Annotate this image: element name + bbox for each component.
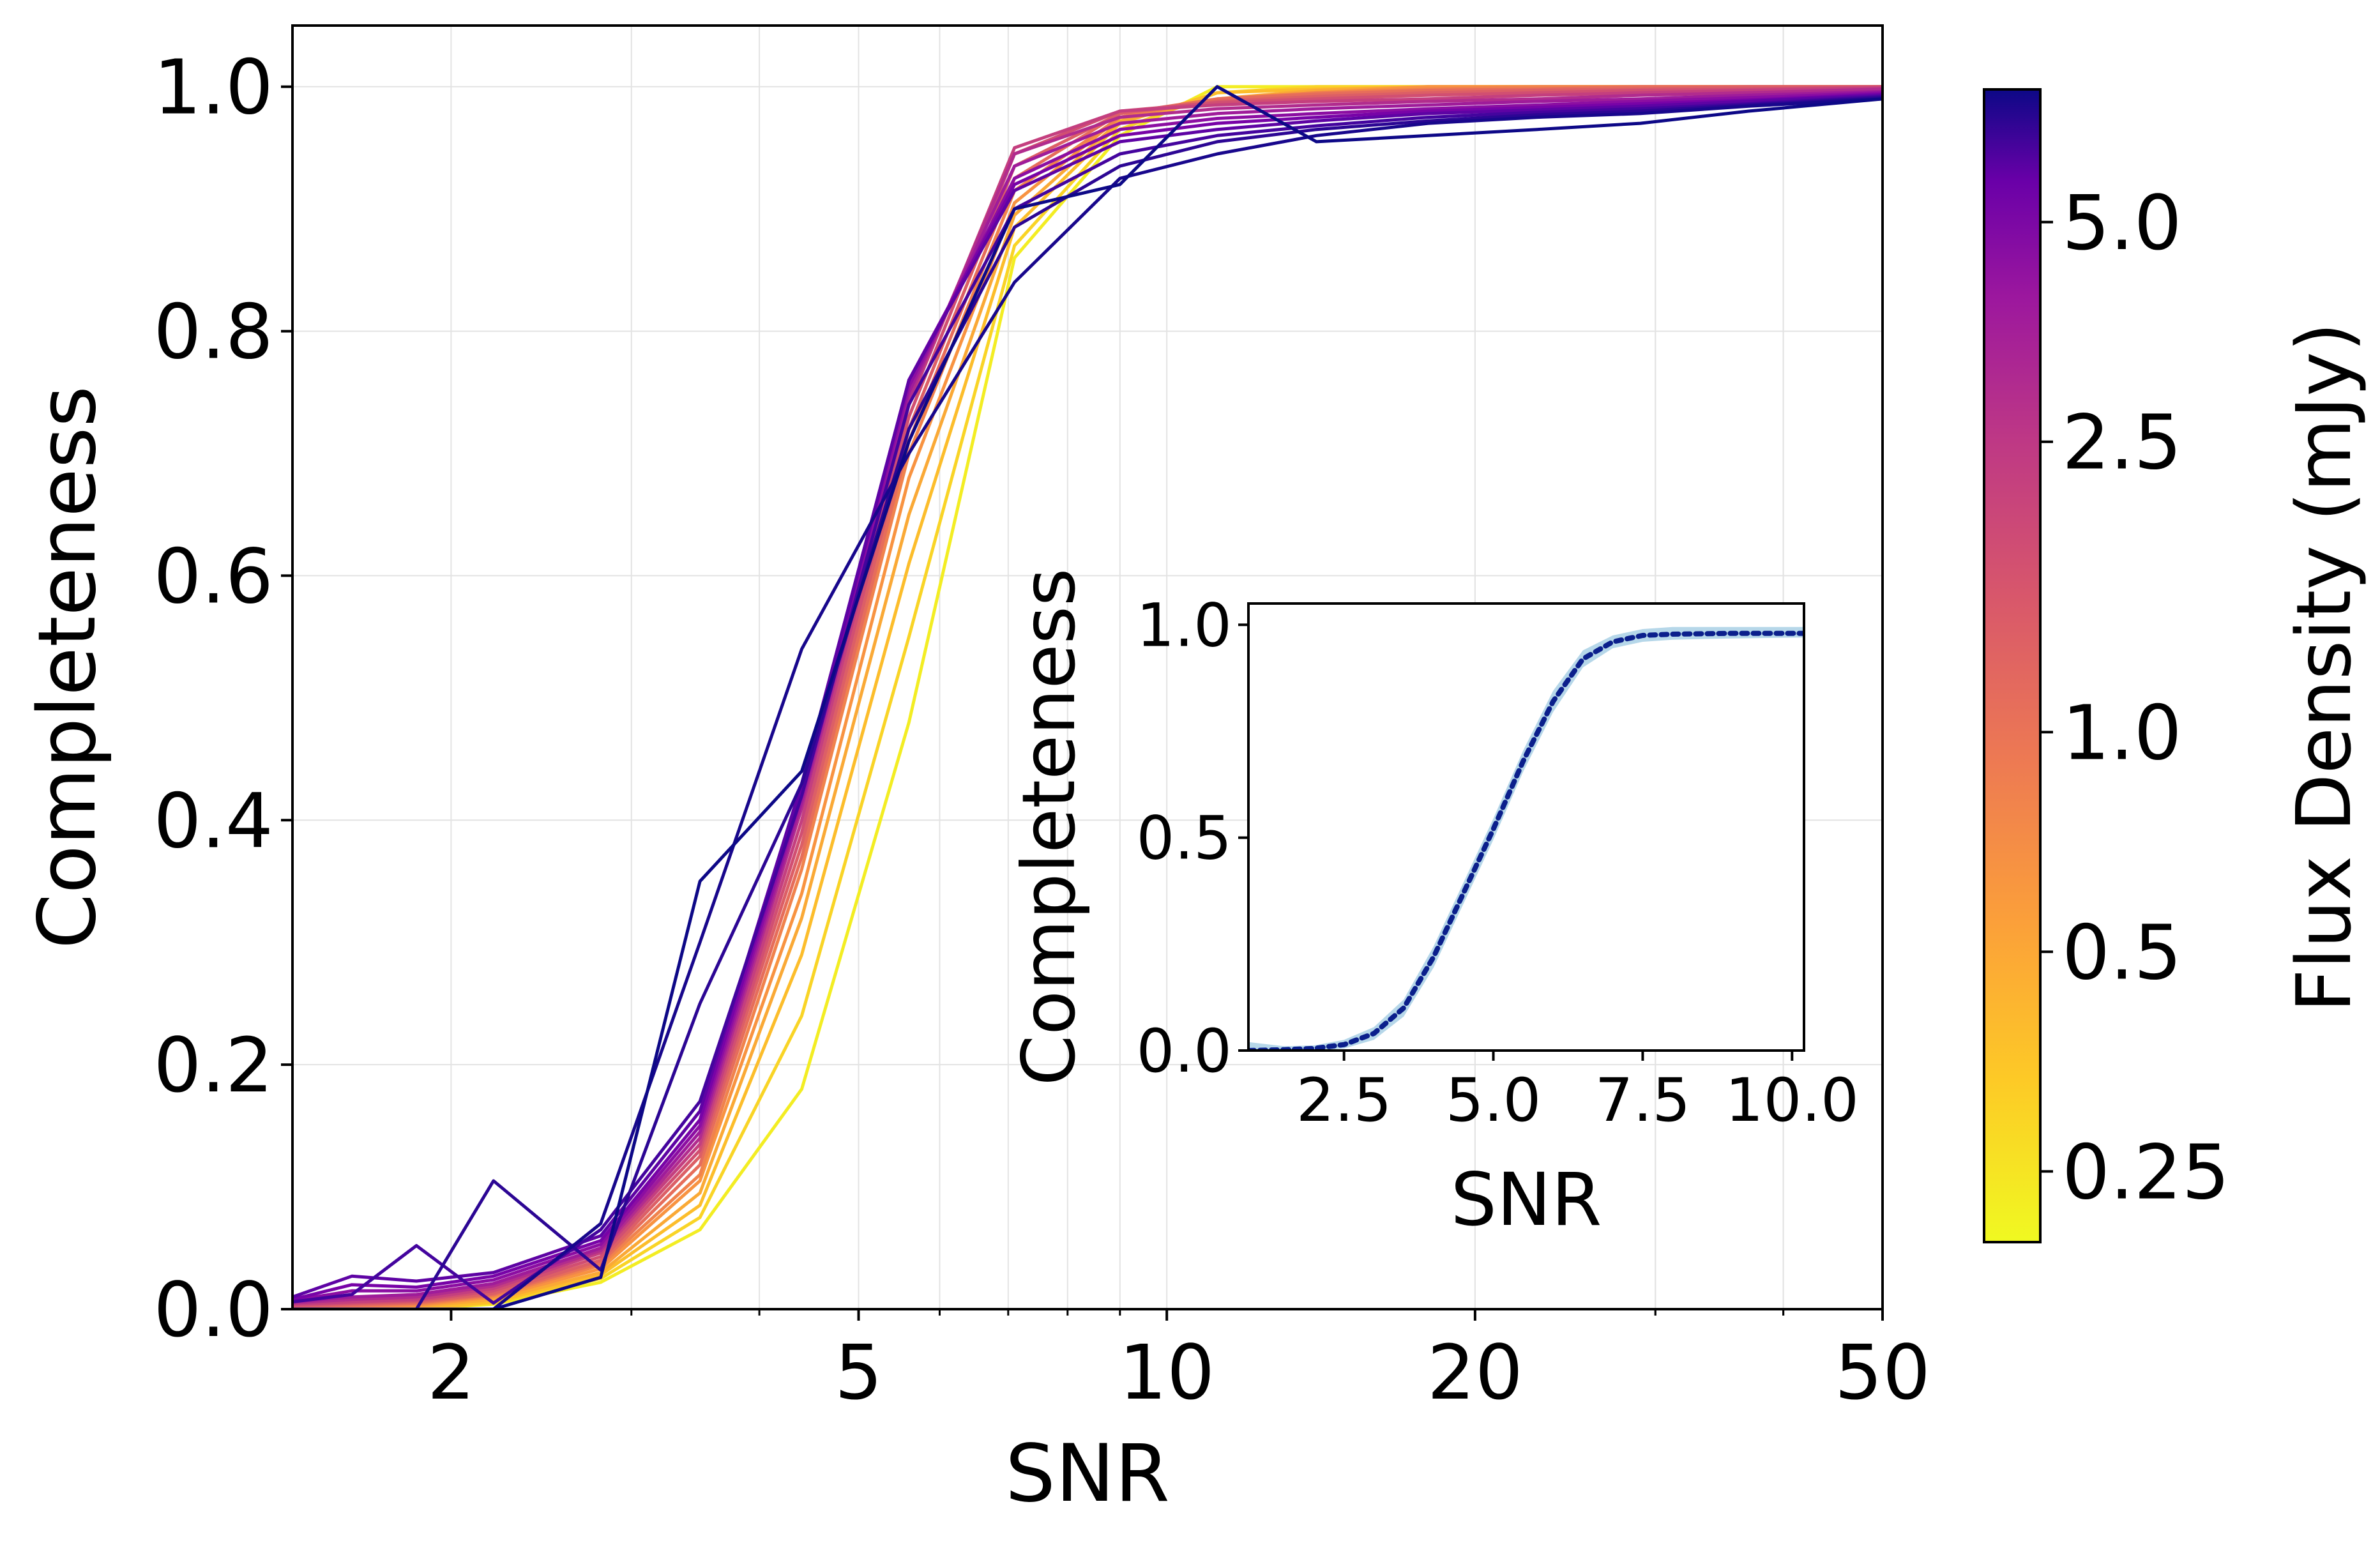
colorbar: 0.25 0.5 1.0 2.5 5.0 Flux Density (mJy): [1983, 88, 2368, 1243]
main-x-ticks: 2 5 10 20 50: [427, 1309, 1930, 1416]
main-x-tick-label: 50: [1835, 1328, 1930, 1416]
main-y-tick-label: 0.6: [153, 532, 273, 620]
main-series-line: [292, 86, 1883, 1306]
colorbar-tick-label: 5.0: [2062, 179, 2182, 267]
colorbar-ticks: 0.25 0.5 1.0 2.5 5.0: [2040, 179, 2230, 1216]
inset-x-tick-label: 10.0: [1725, 1066, 1859, 1135]
colorbar-tick-label: 0.25: [2062, 1128, 2230, 1216]
main-series-line: [292, 92, 1883, 1302]
inset-plot-frame: [1247, 602, 1805, 1052]
inset-series: [1248, 626, 1804, 1051]
main-y-ticks: 0.0 0.2 0.4 0.6 0.8 1.0: [153, 43, 292, 1354]
main-series-line: [292, 97, 1883, 1309]
main-y-tick-label: 0.0: [153, 1266, 273, 1354]
main-series-lines: [292, 85, 1883, 1309]
inset-background: [1248, 603, 1804, 1051]
inset-fit-line: [1248, 630, 1804, 1051]
inset-x-axis-label: SNR: [1451, 1157, 1602, 1242]
colorbar-gradient: [1983, 88, 2042, 1243]
inset-x-tick-label: 7.5: [1595, 1066, 1691, 1135]
main-series-line: [292, 96, 1883, 1309]
colorbar-tick-label: 2.5: [2062, 399, 2182, 487]
inset-x-tick-label: 5.0: [1446, 1066, 1542, 1135]
main-x-tick-label: 5: [835, 1328, 883, 1416]
colorbar-tick-label: 1.0: [2062, 688, 2182, 777]
main-y-axis-label: Completeness: [22, 386, 114, 949]
main-series-line: [292, 89, 1883, 1303]
inset-y-tick-label: 0.5: [1137, 804, 1232, 874]
main-x-tick-label: 20: [1427, 1328, 1523, 1416]
inset-y-tick-label: 1.0: [1137, 591, 1232, 660]
inset-y-tick-label: 0.0: [1137, 1017, 1232, 1086]
main-y-tick-label: 0.2: [153, 1021, 273, 1109]
colorbar-tick-label: 0.5: [2062, 908, 2182, 996]
inset-y-axis-label: Completeness: [1006, 568, 1091, 1086]
main-x-axis-label: SNR: [1005, 1428, 1170, 1520]
main-series-line: [292, 85, 1883, 1309]
main-series-line: [292, 93, 1883, 1299]
main-series-line: [292, 87, 1883, 1305]
main-y-tick-label: 0.4: [153, 777, 273, 865]
inset-y-ticks: 0.0 0.5 1.0: [1137, 591, 1248, 1086]
main-x-tick-label: 10: [1119, 1328, 1215, 1416]
colorbar-label: Flux Density (mJy): [2280, 323, 2368, 1013]
main-x-tick-label: 2: [427, 1328, 475, 1416]
main-y-tick-label: 1.0: [153, 43, 273, 132]
main-plot-frame: [291, 24, 1884, 1310]
inset-x-tick-label: 2.5: [1296, 1066, 1392, 1135]
main-y-tick-label: 0.8: [153, 288, 273, 376]
inset-chart: 2.5 5.0 7.5 10.0 0.0 0.5 1.0 SNR Completeness: [1006, 568, 1859, 1242]
inset-x-ticks: 2.5 5.0 7.5 10.0: [1296, 1051, 1859, 1135]
